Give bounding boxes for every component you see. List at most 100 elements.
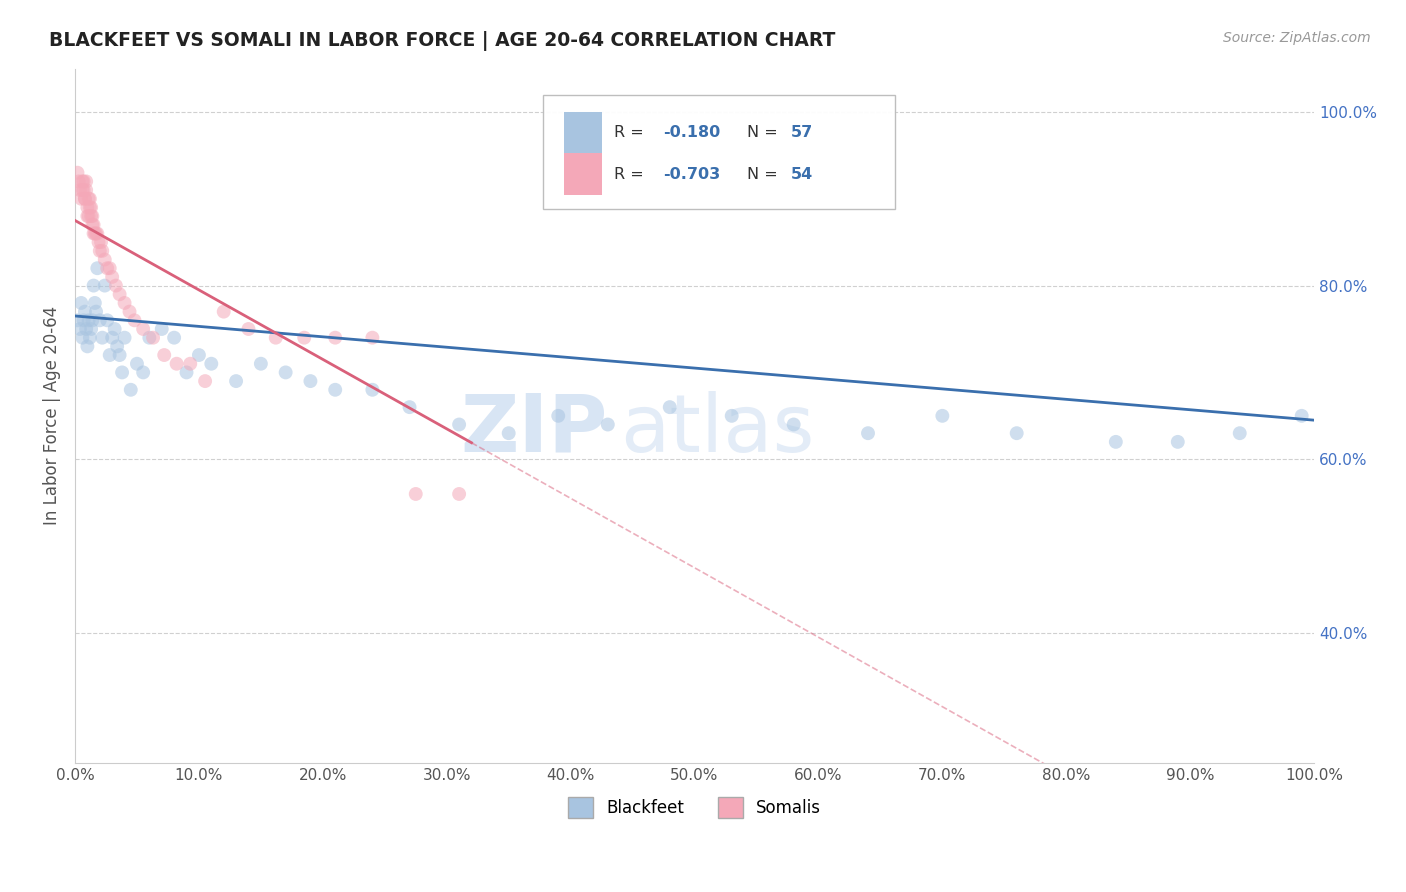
Point	[104, 278, 127, 293]
Bar	[564, 112, 602, 153]
Point	[132, 366, 155, 380]
Point	[405, 487, 427, 501]
Point	[79, 192, 101, 206]
Point	[89, 313, 111, 327]
Text: -0.703: -0.703	[664, 167, 721, 182]
Point	[547, 409, 569, 423]
Point	[91, 331, 114, 345]
Point	[79, 331, 101, 345]
Point	[67, 174, 90, 188]
Point	[75, 183, 97, 197]
Point	[187, 348, 209, 362]
Point	[96, 261, 118, 276]
Point	[77, 209, 100, 223]
Text: R =: R =	[614, 167, 650, 182]
Point	[82, 218, 104, 232]
Point	[720, 409, 742, 423]
Point	[111, 366, 134, 380]
Point	[114, 296, 136, 310]
Point	[658, 400, 681, 414]
Point	[90, 235, 112, 249]
Point	[77, 313, 100, 327]
Point	[200, 357, 222, 371]
Point	[120, 383, 142, 397]
Point	[98, 261, 121, 276]
Point	[274, 366, 297, 380]
Point	[83, 227, 105, 241]
Point	[323, 331, 346, 345]
Point	[292, 331, 315, 345]
Text: 54: 54	[792, 167, 814, 182]
Point	[782, 417, 804, 432]
Text: -0.180: -0.180	[664, 126, 721, 140]
Point	[69, 322, 91, 336]
Point	[596, 417, 619, 432]
Point	[73, 304, 96, 318]
Point	[1167, 434, 1189, 449]
Point	[153, 348, 176, 362]
Point	[931, 409, 953, 423]
Point	[72, 183, 94, 197]
Point	[142, 331, 165, 345]
Point	[105, 339, 128, 353]
Point	[76, 339, 98, 353]
Text: 57: 57	[792, 126, 814, 140]
Point	[84, 227, 107, 241]
Point	[101, 331, 124, 345]
Point	[176, 366, 198, 380]
Point	[83, 278, 105, 293]
Point	[498, 426, 520, 441]
Point	[76, 201, 98, 215]
Text: BLACKFEET VS SOMALI IN LABOR FORCE | AGE 20-64 CORRELATION CHART: BLACKFEET VS SOMALI IN LABOR FORCE | AGE…	[49, 31, 835, 51]
Point	[132, 322, 155, 336]
Point	[84, 304, 107, 318]
Point	[93, 278, 115, 293]
Point	[87, 235, 110, 249]
Point	[77, 192, 100, 206]
FancyBboxPatch shape	[543, 95, 896, 209]
Point	[79, 201, 101, 215]
Point	[98, 348, 121, 362]
Point	[96, 313, 118, 327]
Point	[70, 296, 93, 310]
Point	[70, 192, 93, 206]
Point	[1291, 409, 1313, 423]
Point	[264, 331, 287, 345]
Point	[108, 287, 131, 301]
Point	[73, 192, 96, 206]
Point	[1005, 426, 1028, 441]
Point	[150, 322, 173, 336]
Point	[83, 296, 105, 310]
Point	[73, 174, 96, 188]
Text: N =: N =	[747, 126, 783, 140]
Point	[89, 244, 111, 258]
Point	[66, 166, 89, 180]
Point	[118, 304, 141, 318]
Point	[225, 374, 247, 388]
Point	[91, 244, 114, 258]
Point	[72, 174, 94, 188]
Point	[75, 174, 97, 188]
Point	[83, 218, 105, 232]
Point	[80, 322, 103, 336]
Point	[163, 331, 186, 345]
Text: Source: ZipAtlas.com: Source: ZipAtlas.com	[1223, 31, 1371, 45]
Point	[238, 322, 260, 336]
Point	[323, 383, 346, 397]
Point	[69, 183, 91, 197]
Point	[449, 487, 471, 501]
Y-axis label: In Labor Force | Age 20-64: In Labor Force | Age 20-64	[44, 306, 60, 525]
Point	[82, 313, 104, 327]
Point	[166, 357, 188, 371]
Text: ZIP: ZIP	[461, 391, 607, 468]
Text: atlas: atlas	[620, 391, 814, 468]
Point	[124, 313, 146, 327]
Bar	[564, 153, 602, 195]
Point	[80, 201, 103, 215]
Point	[73, 183, 96, 197]
Point	[80, 209, 103, 223]
Point	[104, 322, 127, 336]
Point	[75, 322, 97, 336]
Point	[86, 227, 108, 241]
Point	[114, 331, 136, 345]
